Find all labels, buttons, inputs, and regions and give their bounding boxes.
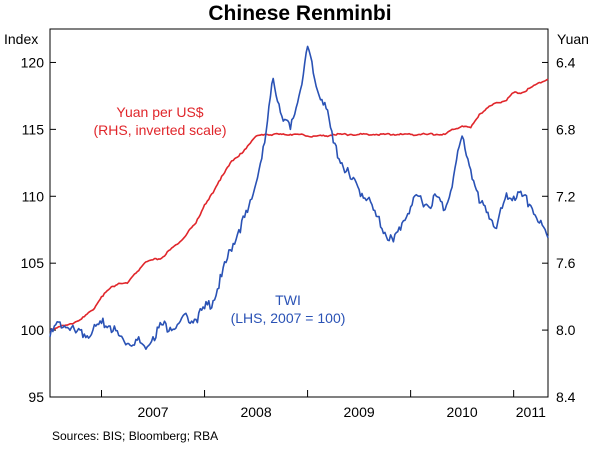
x-tick-label: 2011 [516,404,546,420]
right-tick-label: 7.6 [556,255,576,271]
right-tick-label: 7.2 [556,188,576,204]
yuan-annotation-line1: Yuan per US$ [116,104,203,120]
right-tick-label: 8.0 [556,322,576,338]
yuan-annotation-line2: (RHS, inverted scale) [93,122,226,138]
series-layer [49,45,549,350]
plot-frame [49,28,549,398]
x-tick-label: 2007 [137,404,168,420]
x-tick-label: 2008 [240,404,271,420]
right-tick-label: 6.8 [556,121,576,137]
left-tick-label: 100 [21,322,45,338]
x-tick-label: 2010 [447,404,478,420]
left-axis-unit: Index [4,31,38,47]
right-tick-label: 6.4 [556,54,576,70]
left-tick-label: 105 [21,255,45,271]
left-tick-label: 115 [22,121,45,137]
tick-layer: 95 100 105 110 115 120 6.4 6.8 7.2 7.6 8.0 8.4 2007 2… [21,54,576,420]
left-tick-label: 110 [22,188,45,204]
series-line [49,78,549,332]
left-tick-label: 120 [21,54,45,70]
right-tick-label: 8.4 [556,389,576,405]
series-line [49,45,549,350]
chart-title: Chinese Renminbi [208,2,391,25]
x-tick-label: 2009 [344,404,375,420]
twi-annotation-line2: (LHS, 2007 = 100) [231,310,346,326]
source-note: Sources: BIS; Bloomberg; RBA [52,429,218,443]
left-tick-label: 95 [28,389,44,405]
twi-annotation-line1: TWI [275,292,301,308]
right-axis-unit: Yuan [557,31,589,47]
